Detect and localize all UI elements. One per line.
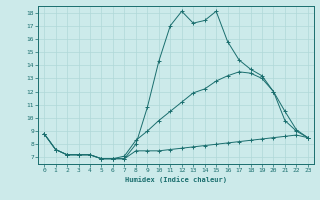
X-axis label: Humidex (Indice chaleur): Humidex (Indice chaleur): [125, 176, 227, 183]
